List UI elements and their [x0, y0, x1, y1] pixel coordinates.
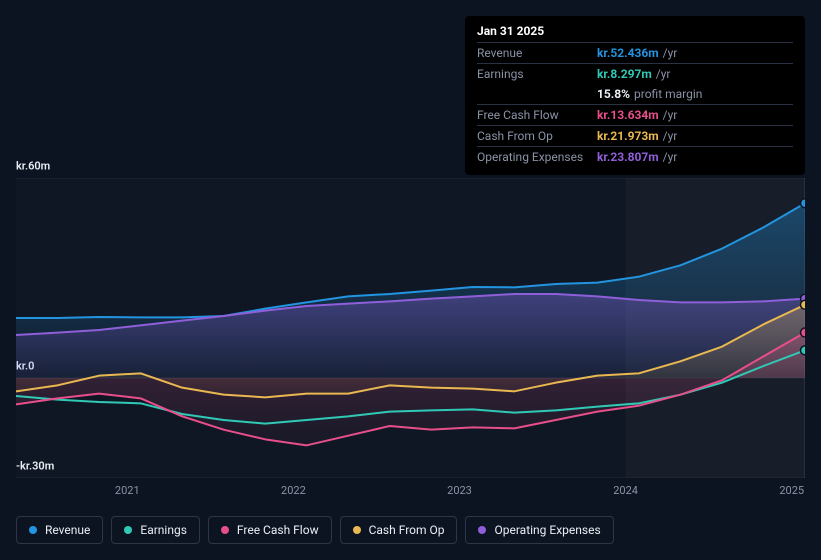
- tooltip-value: kr.52.436m/yr: [597, 46, 677, 60]
- legend-dot-icon: [29, 526, 37, 534]
- tooltip-row: Free Cash Flowkr.13.634m/yr: [477, 104, 793, 125]
- tooltip-row: Cash From Opkr.21.973m/yr: [477, 125, 793, 146]
- tooltip-label: Free Cash Flow: [477, 108, 597, 122]
- x-axis-label: 2023: [447, 484, 472, 497]
- legend-dot-icon: [478, 526, 486, 534]
- tooltip-label: [477, 87, 597, 101]
- legend-label: Revenue: [45, 523, 90, 537]
- tooltip-value: kr.8.297m/yr: [597, 67, 670, 81]
- legend-item-revenue[interactable]: Revenue: [16, 516, 103, 544]
- legend-item-earnings[interactable]: Earnings: [111, 516, 200, 544]
- legend-item-cash-from-op[interactable]: Cash From Op: [340, 516, 458, 544]
- x-axis-label: 2022: [281, 484, 306, 497]
- legend-label: Cash From Op: [369, 523, 445, 537]
- legend-dot-icon: [353, 526, 361, 534]
- tooltip-date: Jan 31 2025: [477, 24, 793, 42]
- y-axis-label: kr.60m: [16, 160, 50, 173]
- tooltip-label: Cash From Op: [477, 129, 597, 143]
- tooltip-label: Earnings: [477, 67, 597, 81]
- legend-dot-icon: [221, 526, 229, 534]
- tooltip-panel: Jan 31 2025 Revenuekr.52.436m/yrEarnings…: [465, 16, 805, 175]
- x-axis-label: 2024: [613, 484, 638, 497]
- x-axis: 2021 2022 2023 2024 2025: [16, 484, 805, 502]
- tooltip-value: kr.13.634m/yr: [597, 108, 677, 122]
- x-axis-label: 2021: [115, 484, 140, 497]
- legend: Revenue Earnings Free Cash Flow Cash From O…: [16, 516, 614, 544]
- legend-item-operating-expenses[interactable]: Operating Expenses: [465, 516, 613, 544]
- legend-label: Operating Expenses: [494, 523, 600, 537]
- legend-label: Free Cash Flow: [237, 523, 319, 537]
- x-axis-label: 2025: [779, 484, 804, 497]
- tooltip-value: kr.21.973m/yr: [597, 129, 677, 143]
- legend-item-free-cash-flow[interactable]: Free Cash Flow: [208, 516, 332, 544]
- tooltip-row: 15.8%profit margin: [477, 84, 793, 104]
- tooltip-value: 15.8%profit margin: [597, 87, 702, 101]
- legend-dot-icon: [124, 526, 132, 534]
- legend-label: Earnings: [140, 523, 187, 537]
- financials-chart: kr.60mkr.0-kr.30m: [16, 160, 805, 480]
- chart-plot-area[interactable]: [16, 178, 805, 478]
- tooltip-row: Revenuekr.52.436m/yr: [477, 42, 793, 63]
- tooltip-label: Revenue: [477, 46, 597, 60]
- tooltip-row: Earningskr.8.297m/yr: [477, 63, 793, 84]
